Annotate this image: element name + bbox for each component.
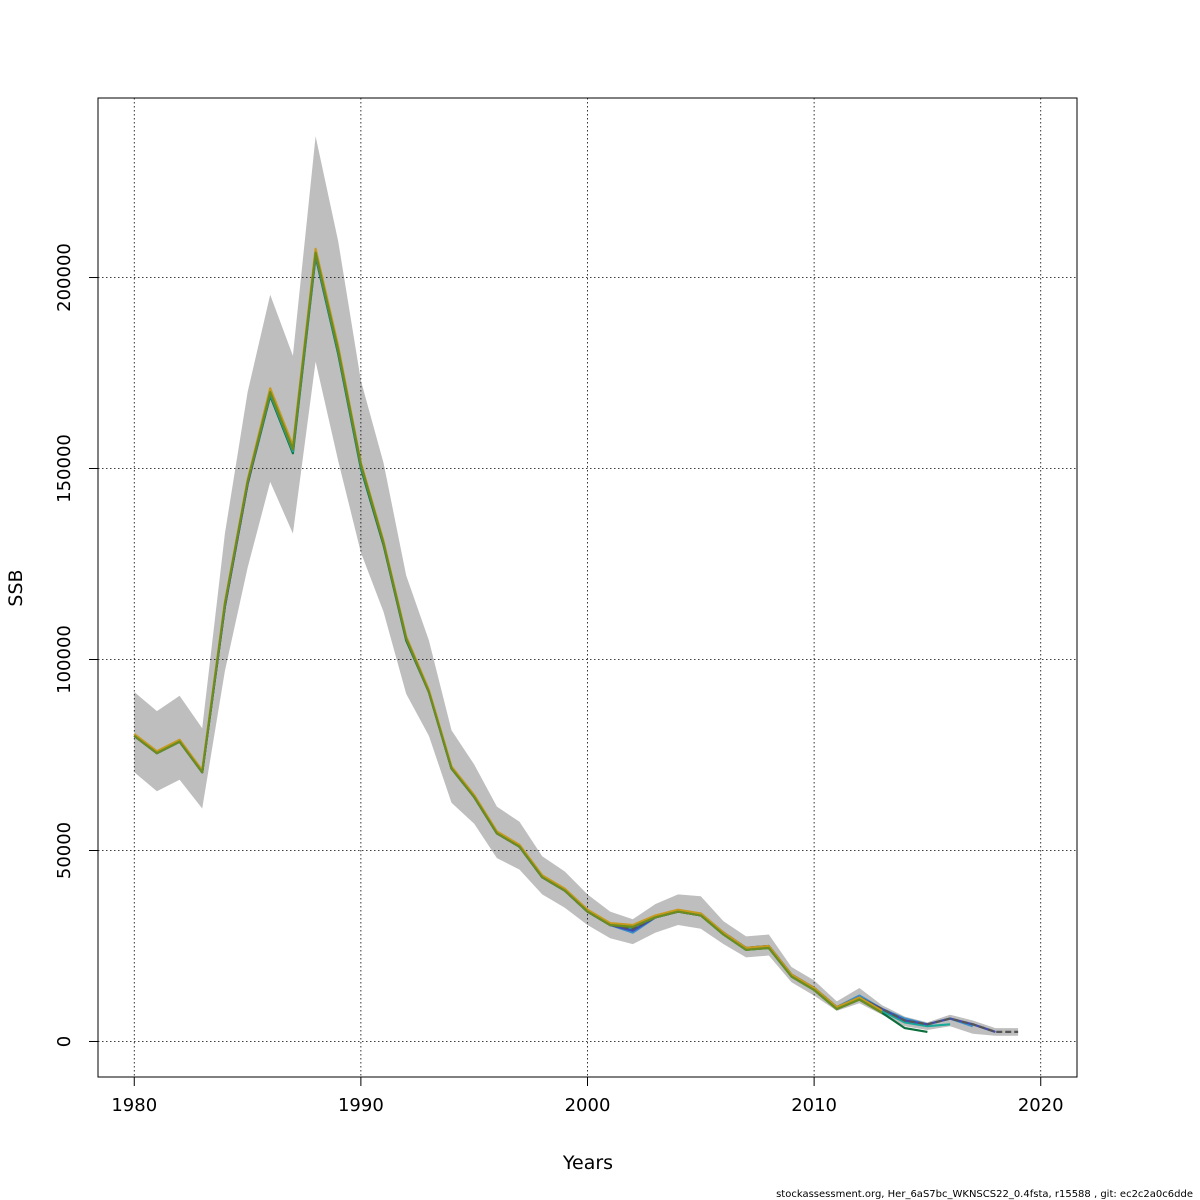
y-tick-label: 0 (54, 1036, 75, 1047)
x-tick-label: 2000 (565, 1095, 611, 1116)
x-axis: 1980 1990 2000 2010 2020 (111, 1077, 1064, 1116)
x-tick-label: 1980 (111, 1095, 157, 1116)
y-tick-label: 150000 (54, 434, 75, 503)
x-tick-label: 1990 (338, 1095, 384, 1116)
y-axis: 0 50000 100000 150000 200000 (54, 243, 98, 1047)
y-axis-label: SSB (5, 569, 27, 606)
grid-layer (98, 98, 1077, 1077)
y-tick-label: 200000 (54, 243, 75, 312)
x-tick-label: 2010 (791, 1095, 837, 1116)
x-tick-label: 2020 (1018, 1095, 1064, 1116)
confidence-band (134, 136, 1019, 1036)
y-tick-label: 50000 (54, 822, 75, 879)
series-layer (133, 247, 1019, 1034)
series-line-7 (133, 251, 883, 1014)
x-axis-label: Years (562, 1152, 613, 1174)
y-tick-label: 100000 (54, 625, 75, 694)
confidence-band-layer (134, 136, 1019, 1036)
footnote: stockassessment.org, Her_6aS7bc_WKNSCS22… (776, 1189, 1193, 1200)
